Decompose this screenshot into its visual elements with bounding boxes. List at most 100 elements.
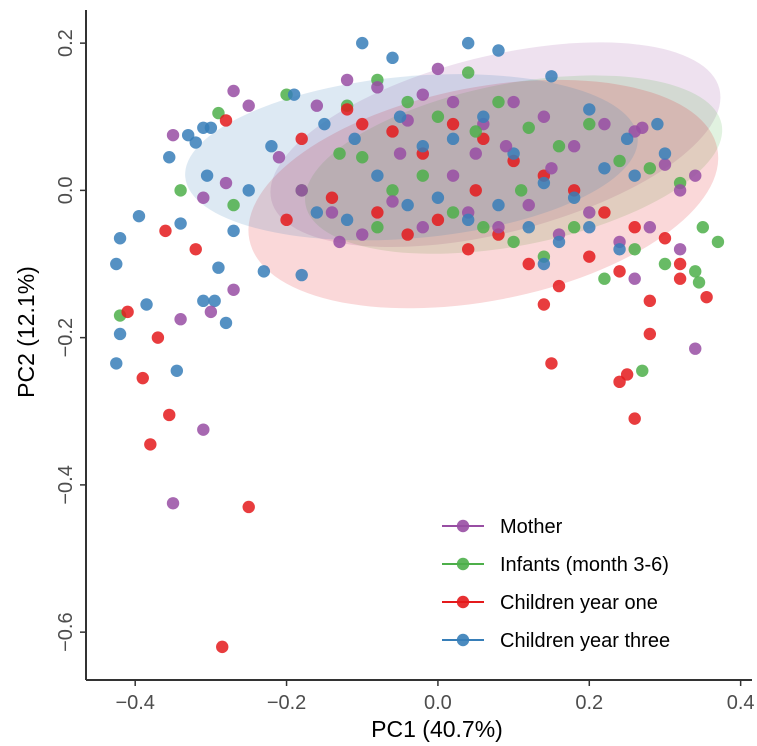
point-children-year-three [170,364,184,377]
point-children-year-three [208,294,221,308]
point-children-year-three [461,36,475,50]
point-children-year-one [469,184,482,197]
point-mother [469,147,482,160]
legend: Mother Infants (month 3-6) Children year o… [442,516,670,652]
point-infants-month-3-6 [446,206,460,219]
point-mother [689,342,702,355]
point-children-year-three [265,140,278,153]
point-mother [310,99,324,112]
point-children-year-three [340,213,354,227]
point-children-year-one [280,213,293,227]
point-children-year-one [545,357,558,370]
point-infants-month-3-6 [431,110,445,123]
point-mother [197,423,210,436]
point-children-year-three [174,217,187,230]
point-infants-month-3-6 [401,95,414,109]
point-children-year-three [227,224,240,238]
point-infants-month-3-6 [658,257,672,271]
point-infants-month-3-6 [461,66,475,79]
point-children-year-three [318,117,331,131]
point-children-year-three [583,220,596,234]
point-children-year-one [136,371,149,385]
point-children-year-one [522,257,535,271]
y-axis-ticks: 0.2 0.0 −0.2 −0.4 −0.6 [55,29,86,652]
point-children-year-three [613,243,626,256]
point-infants-month-3-6 [689,265,702,278]
point-infants-month-3-6 [613,154,626,168]
point-mother [227,283,240,296]
point-children-year-three [242,184,255,197]
legend-label: Children year one [500,592,658,614]
point-mother [333,235,346,249]
point-mother [628,272,641,285]
point-children-year-three [431,191,445,204]
point-children-year-one [242,500,255,514]
point-mother [446,169,460,182]
point-mother [295,184,308,197]
point-children-year-three [219,316,233,330]
point-children-year-one [121,305,134,319]
point-children-year-one [401,228,414,241]
point-mother [416,88,429,101]
point-children-year-one [295,132,308,146]
y-tick-label: −0.4 [55,465,77,504]
point-children-year-three [113,327,127,341]
point-mother [431,62,445,76]
point-children-year-three [386,51,399,65]
legend-label: Infants (month 3-6) [500,554,669,576]
point-mother [583,206,596,219]
point-children-year-three [552,235,566,249]
point-infants-month-3-6 [227,198,240,212]
point-children-year-three [545,70,558,83]
point-children-year-one [552,279,566,293]
point-children-year-three [651,117,664,131]
point-children-year-one [356,117,369,131]
point-mother [393,147,407,160]
point-mother [340,73,354,87]
point-children-year-one [700,290,713,304]
point-children-year-three [200,169,214,182]
point-mother [204,305,218,319]
point-children-year-one [340,103,354,116]
x-tick-label: −0.4 [115,692,154,714]
point-mother [272,151,286,164]
point-children-year-three [212,261,225,274]
point-mother [507,95,520,109]
point-mother [166,497,180,510]
point-infants-month-3-6 [174,184,187,197]
point-mother [174,313,187,326]
point-infants-month-3-6 [333,147,346,160]
point-infants-month-3-6 [522,121,535,135]
point-children-year-one [620,368,634,381]
point-children-year-three [628,169,641,182]
point-mother [242,99,255,112]
point-children-year-three [197,294,210,308]
point-children-year-one [159,224,172,238]
point-children-year-three [163,151,176,164]
point-infants-month-3-6 [507,235,520,249]
point-mother [227,84,240,98]
point-children-year-three [416,140,429,153]
x-axis-ticks: −0.4 −0.2 0.0 0.2 0.4 [115,680,755,714]
point-children-year-three [537,176,551,190]
point-infants-month-3-6 [628,243,641,256]
point-mother [197,191,210,204]
point-children-year-one [613,265,626,278]
point-children-year-three [140,298,153,311]
point-children-year-three [110,257,123,271]
point-children-year-three [598,162,611,175]
point-children-year-one [144,438,157,451]
point-mother [643,220,657,234]
point-children-year-three [310,206,324,219]
point-children-year-three [567,191,581,204]
point-children-year-one [673,272,687,285]
point-mother [499,140,513,153]
point-children-year-one [386,125,399,138]
point-infants-month-3-6 [636,364,649,377]
confidence-ellipses [185,42,723,309]
point-infants-month-3-6 [492,95,505,109]
point-children-year-three [110,357,123,370]
point-children-year-three [371,169,384,182]
point-infants-month-3-6 [598,272,611,285]
